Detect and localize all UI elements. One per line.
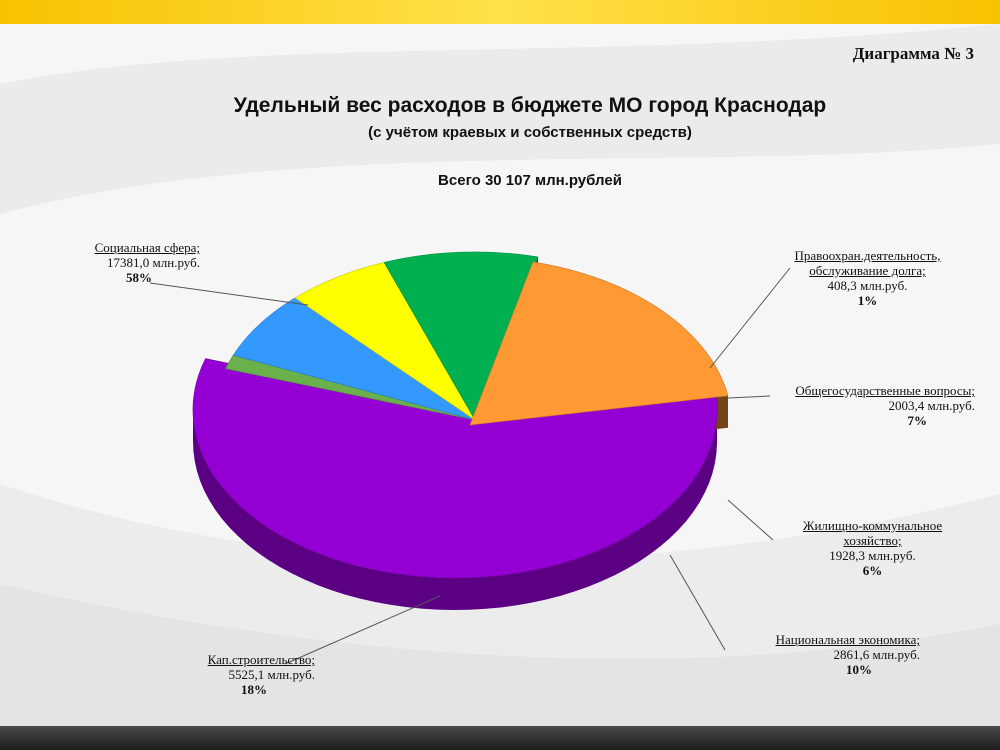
leader-line-6 xyxy=(284,595,441,665)
slice-label-name: Жилищно-коммунальное xyxy=(802,518,943,533)
slice-label-percent: 10% xyxy=(846,662,872,677)
chart-title: Удельный вес расходов в бюджете МО город… xyxy=(233,94,827,117)
slice-label-percent: 1% xyxy=(857,293,878,308)
slice-label-amount: 1928,3 млн.руб. xyxy=(829,548,916,563)
top-accent-band xyxy=(0,0,1000,24)
slice-label-percent: 18% xyxy=(241,682,267,697)
pie-slice-3 xyxy=(232,297,476,421)
leader-line-4 xyxy=(727,499,774,541)
slice-label-name: Социальная сфера; xyxy=(94,240,200,255)
chart-total: Всего 30 107 млн.рублей xyxy=(438,172,622,189)
slice-label-amount: 5525,1 млн.руб. xyxy=(228,667,315,682)
pie-slice-5 xyxy=(383,251,539,421)
slice-label-5: Национальная экономика; 2861,6 млн.руб. 10… xyxy=(725,632,920,677)
bottom-dark-band xyxy=(0,726,1000,750)
slice-label-name: Национальная экономика; xyxy=(775,632,920,647)
slice-label-amount: 17381,0 млн.руб. xyxy=(107,255,200,270)
slice-label-amount: 2861,6 млн.руб. xyxy=(833,647,920,662)
slice-label-4: Жилищно-коммунальное хозяйство; 1928,3 млн… xyxy=(770,518,975,578)
leader-line-3 xyxy=(727,395,771,399)
slice-label-name: хозяйство; xyxy=(843,533,902,548)
slice-label-amount: 408,3 млн.руб. xyxy=(827,278,908,293)
slice-label-name: Общегосударственные вопросы; xyxy=(795,383,975,398)
slice-label-name: Правоохран.деятельность, xyxy=(794,248,941,263)
slice-label-percent: 58% xyxy=(126,270,152,285)
leader-line-2 xyxy=(709,267,791,369)
slice-label-name: Кап.строительство; xyxy=(207,652,315,667)
leader-line-1 xyxy=(149,282,309,306)
slice-label-1: Социальная сфера; 17381,0 млн.руб. 58% xyxy=(60,240,200,285)
slice-label-6: Кап.строительство; 5525,1 млн.руб. 18% xyxy=(160,652,315,697)
slice-label-2: Правоохран.деятельность, обслуживание дол… xyxy=(770,248,965,308)
slice-label-percent: 7% xyxy=(907,413,928,428)
pie-slice-side-1 xyxy=(193,408,717,610)
chart-subtitle: (с учётом краевых и собственных средств) xyxy=(368,124,692,141)
leader-line-5 xyxy=(669,554,726,651)
pie-slice-1 xyxy=(192,358,718,579)
diagram-number: Диаграмма № 3 xyxy=(852,44,974,63)
pie-slice-6 xyxy=(469,261,729,426)
slice-label-name: обслуживание долга; xyxy=(809,263,926,278)
slice-label-percent: 6% xyxy=(862,563,883,578)
slice-label-amount: 2003,4 млн.руб. xyxy=(888,398,975,413)
slice-label-3: Общегосударственные вопросы; 2003,4 млн.р… xyxy=(760,383,975,428)
